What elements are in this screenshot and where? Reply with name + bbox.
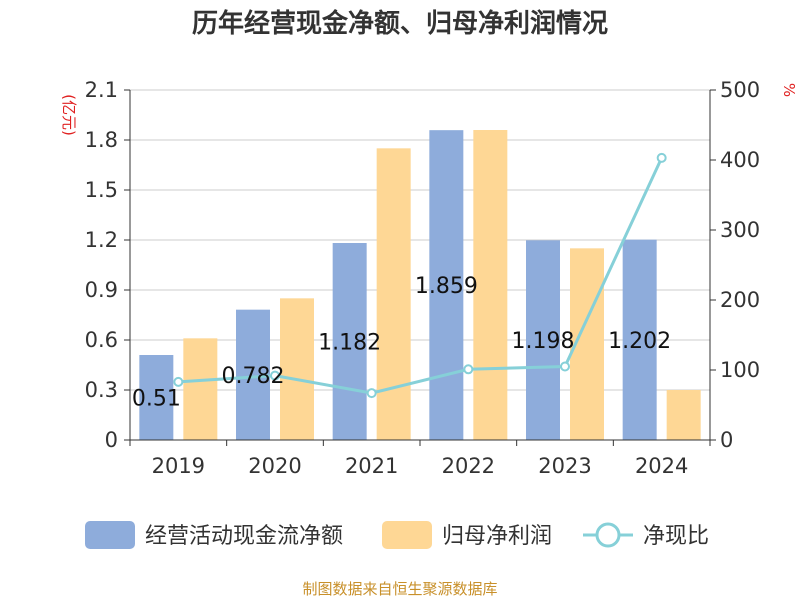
- right-tick-label: 100: [720, 358, 760, 382]
- line-point-ratio: [656, 152, 667, 163]
- right-tick-label: 0: [720, 428, 733, 452]
- bar-netprofit: [280, 298, 314, 440]
- bar-netprofit: [376, 148, 411, 441]
- legend-label-ratio: 净现比: [643, 524, 709, 549]
- x-tick-label: 2019: [152, 454, 205, 478]
- source-note: 制图数据来自恒生聚源数据库: [302, 580, 497, 598]
- data-label-cashflow: 1.202: [608, 329, 671, 354]
- x-tick-label: 2021: [345, 454, 398, 478]
- x-tick-label: 2020: [248, 454, 301, 478]
- left-axis-unit: (亿元): [60, 94, 78, 136]
- bar-cashflow: [429, 130, 464, 440]
- left-tick-label: 0.9: [85, 278, 118, 302]
- left-tick-label: 1.5: [85, 178, 118, 202]
- data-label-cashflow: 0.51: [132, 387, 181, 412]
- legend-label-cashflow: 经营活动现金流净额: [145, 524, 343, 549]
- right-tick-label: 300: [720, 218, 760, 242]
- x-tick-label: 2022: [442, 454, 495, 478]
- grid-lines: [130, 89, 710, 391]
- line-point-ratio: [366, 388, 377, 399]
- line-point-ratio: [270, 370, 280, 381]
- right-tick-label: 400: [720, 148, 760, 172]
- legend-label-netprofit: 归母净利润: [442, 524, 552, 549]
- left-tick-label: 0.6: [85, 328, 118, 352]
- bar-cashflow: [622, 239, 657, 440]
- line-series-group: [173, 152, 667, 399]
- legend-swatch-netprofit: [382, 521, 432, 549]
- bar-netprofit: [666, 390, 701, 440]
- left-tick-label: 0: [105, 428, 118, 452]
- legend: 经营活动现金流净额 归母净利润 净现比: [85, 521, 709, 549]
- line-point-ratio: [463, 364, 474, 375]
- axes-group: 0 0.3 0.6 0.9 1.2 1.5 1.8 2.1 0 100 200 300 400 500 20…: [85, 78, 761, 478]
- bar-cashflow: [332, 243, 367, 440]
- legend-marker-ratio: [595, 522, 621, 548]
- line-point-ratio: [173, 376, 184, 387]
- legend-swatch-cashflow: [85, 521, 135, 549]
- right-axis-unit: %: [780, 83, 798, 97]
- bar-netprofit: [183, 338, 218, 440]
- data-label-cashflow: 1.198: [512, 329, 575, 354]
- left-tick-label: 1.2: [85, 228, 118, 252]
- chart-title: 历年经营现金净额、归母净利润情况: [192, 8, 608, 39]
- data-label-cashflow: 1.182: [318, 331, 381, 356]
- bar-cashflow: [139, 355, 174, 440]
- x-tick-label: 2024: [635, 454, 688, 478]
- left-tick-label: 1.8: [85, 128, 118, 152]
- right-tick-label: 500: [720, 78, 760, 102]
- bar-cashflow: [526, 240, 560, 440]
- right-tick-label: 200: [720, 288, 760, 312]
- bar-netprofit: [473, 130, 508, 440]
- left-tick-label: 0.3: [85, 378, 118, 402]
- data-label-cashflow: 1.859: [415, 274, 478, 299]
- data-label-cashflow: 0.782: [222, 364, 285, 389]
- line-point-ratio: [560, 361, 570, 372]
- left-tick-label: 2.1: [85, 78, 118, 102]
- line-ratio: [178, 157, 664, 395]
- x-tick-label: 2023: [538, 454, 591, 478]
- data-labels-group: 0.51 0.782 1.182 1.859 1.198 1.202: [132, 274, 671, 411]
